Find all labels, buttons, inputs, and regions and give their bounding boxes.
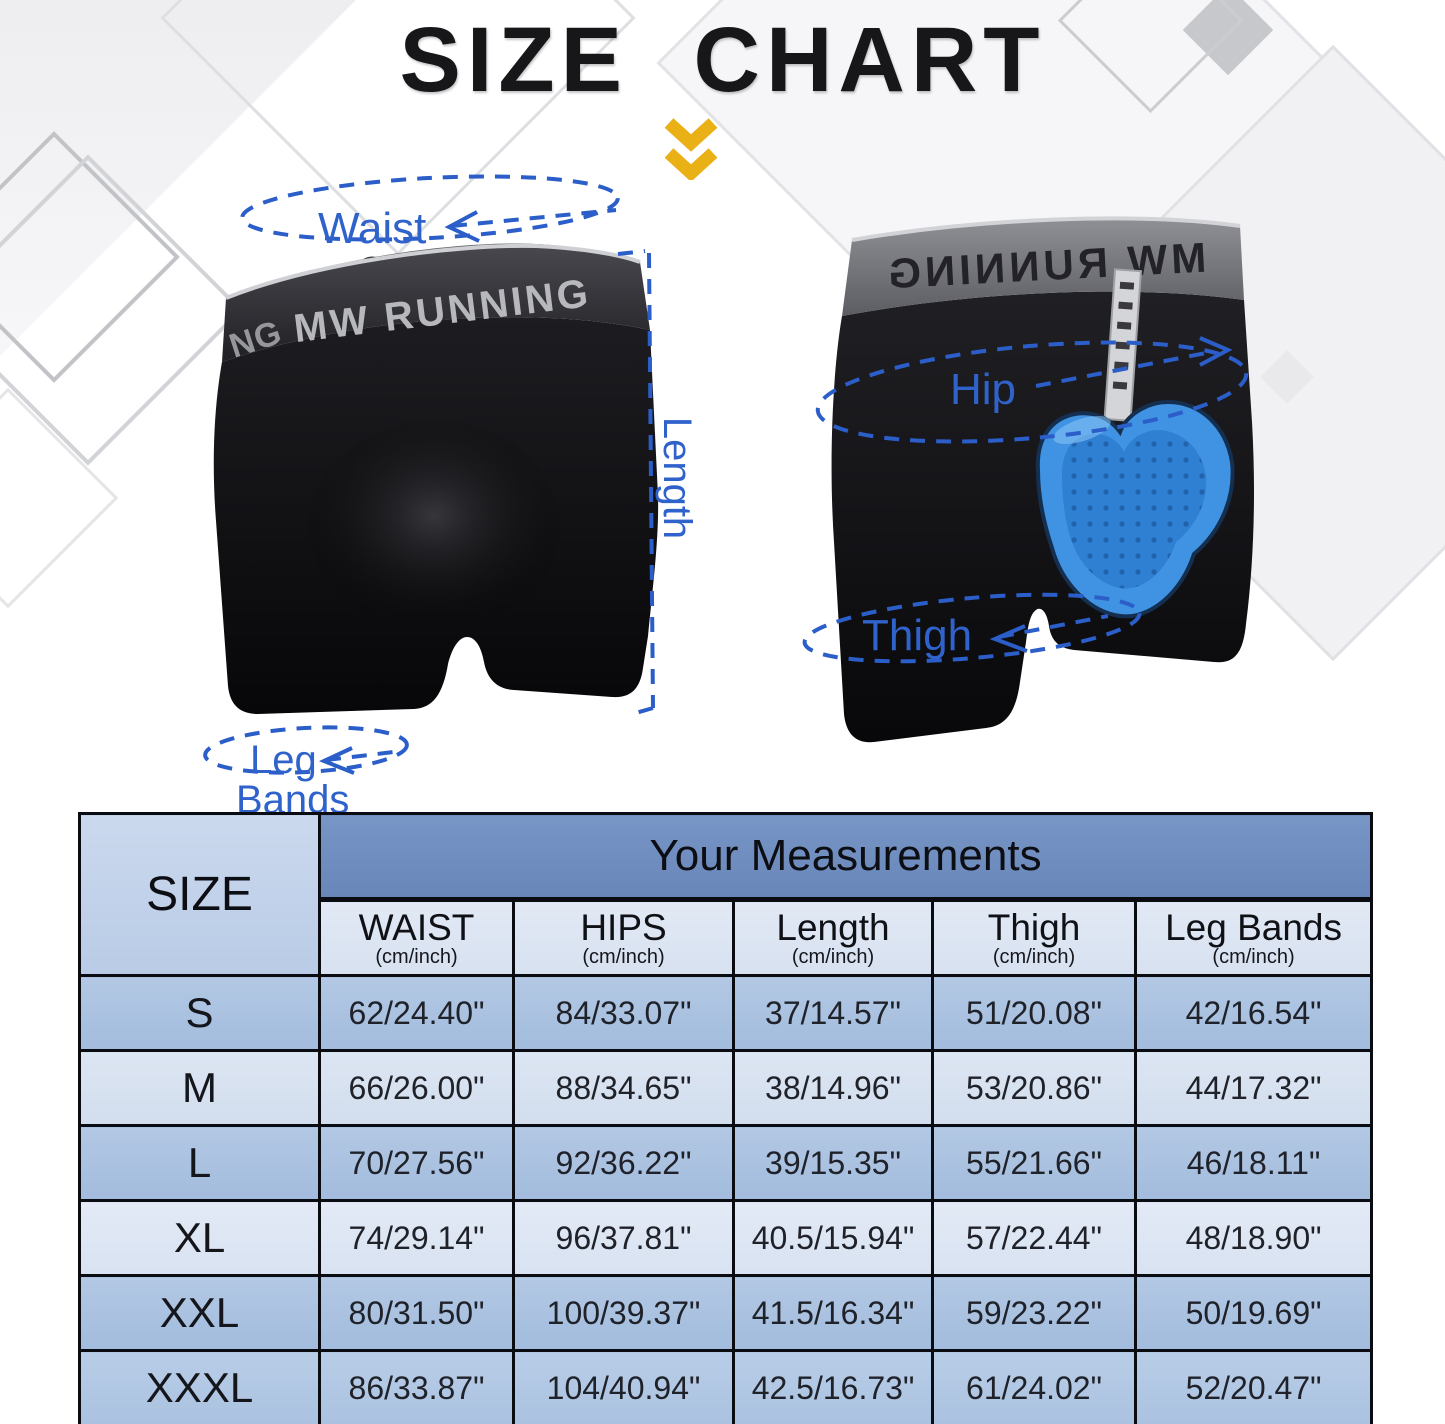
table-cell: 62/24.40" (318, 974, 515, 1052)
shorts-back-photo: MW RUNNING (831, 216, 1254, 743)
page-title: SIZE CHART (399, 9, 1046, 111)
table-row: M 66/26.00" 88/34.65" 38/14.96" 53/20.86… (78, 1049, 1374, 1127)
table-row: S 62/24.40" 84/33.07" 37/14.57" 51/20.08… (78, 974, 1374, 1052)
gel-pad-perforation (1062, 430, 1207, 589)
col-header-thigh: Thigh (cm/inch) (931, 898, 1137, 977)
table-row: XXL 80/31.50" 100/39.37" 41.5/16.34" 59/… (78, 1274, 1374, 1352)
size-cell: L (78, 1124, 321, 1202)
table-cell: 74/29.14" (318, 1199, 515, 1277)
table-cell: 37/14.57" (732, 974, 934, 1052)
size-cell: XL (78, 1199, 321, 1277)
size-cell: XXL (78, 1274, 321, 1352)
table-cell: 61/24.02" (931, 1349, 1137, 1424)
table-cell: 41.5/16.34" (732, 1274, 934, 1352)
waistband-piping (851, 216, 1241, 242)
table-cell: 40.5/15.94" (732, 1199, 934, 1277)
shorts-front-photo: RUNNING NG MW RUNNING (213, 243, 659, 714)
table-cell: 100/39.37" (512, 1274, 735, 1352)
table-cell: 59/23.22" (931, 1274, 1137, 1352)
col-header-leg-bands: Leg Bands (cm/inch) (1133, 898, 1374, 977)
table-cell: 92/36.22" (512, 1124, 735, 1202)
table-cell: 42.5/16.73" (732, 1349, 934, 1424)
table-cell: 39/15.35" (732, 1124, 934, 1202)
length-label: Length (655, 417, 699, 539)
table-cell: 48/18.90" (1133, 1199, 1374, 1277)
table-cell: 66/26.00" (318, 1049, 515, 1127)
col-header-waist: WAIST (cm/inch) (318, 898, 515, 977)
size-table: SIZE Your Measurements WAIST (cm/inch) H… (78, 812, 1374, 1424)
measurements-group-header: Your Measurements (317, 812, 1374, 902)
table-cell: 52/20.47" (1133, 1349, 1374, 1424)
table-cell: 51/20.08" (931, 974, 1137, 1052)
table-cell: 38/14.96" (732, 1049, 934, 1127)
table-cell: 80/31.50" (318, 1274, 515, 1352)
col-header-length: Length (cm/inch) (732, 898, 934, 977)
size-cell: XXXL (78, 1349, 321, 1424)
size-cell: S (78, 974, 321, 1052)
table-row: XL 74/29.14" 96/37.81" 40.5/15.94" 57/22… (78, 1199, 1374, 1277)
front-pad-sheen (309, 421, 559, 631)
table-cell: 55/21.66" (931, 1124, 1137, 1202)
waistband-piping (225, 243, 641, 300)
table-cell: 70/27.56" (318, 1124, 515, 1202)
waistband-front (222, 245, 650, 362)
table-row: L 70/27.56" 92/36.22" 39/15.35" 55/21.66… (78, 1124, 1374, 1202)
size-cell: M (78, 1049, 321, 1127)
waistband-back (842, 218, 1244, 316)
table-cell: 42/16.54" (1133, 974, 1374, 1052)
table-cell: 50/19.69" (1133, 1274, 1374, 1352)
table-cell: 86/33.87" (318, 1349, 515, 1424)
table-cell: 57/22.44" (931, 1199, 1137, 1277)
table-cell: 46/18.11" (1133, 1124, 1374, 1202)
size-column-header: SIZE (78, 812, 321, 977)
table-cell: 96/37.81" (512, 1199, 735, 1277)
col-header-hips: HIPS (cm/inch) (512, 898, 735, 977)
table-cell: 104/40.94" (512, 1349, 735, 1424)
table-cell: 53/20.86" (931, 1049, 1137, 1127)
table-cell: 84/33.07" (512, 974, 735, 1052)
table-cell: 44/17.32" (1133, 1049, 1374, 1127)
double-chevron-down-icon (664, 118, 718, 180)
table-row: XXXL 86/33.87" 104/40.94" 42.5/16.73" 61… (78, 1349, 1374, 1424)
table-cell: 88/34.65" (512, 1049, 735, 1127)
